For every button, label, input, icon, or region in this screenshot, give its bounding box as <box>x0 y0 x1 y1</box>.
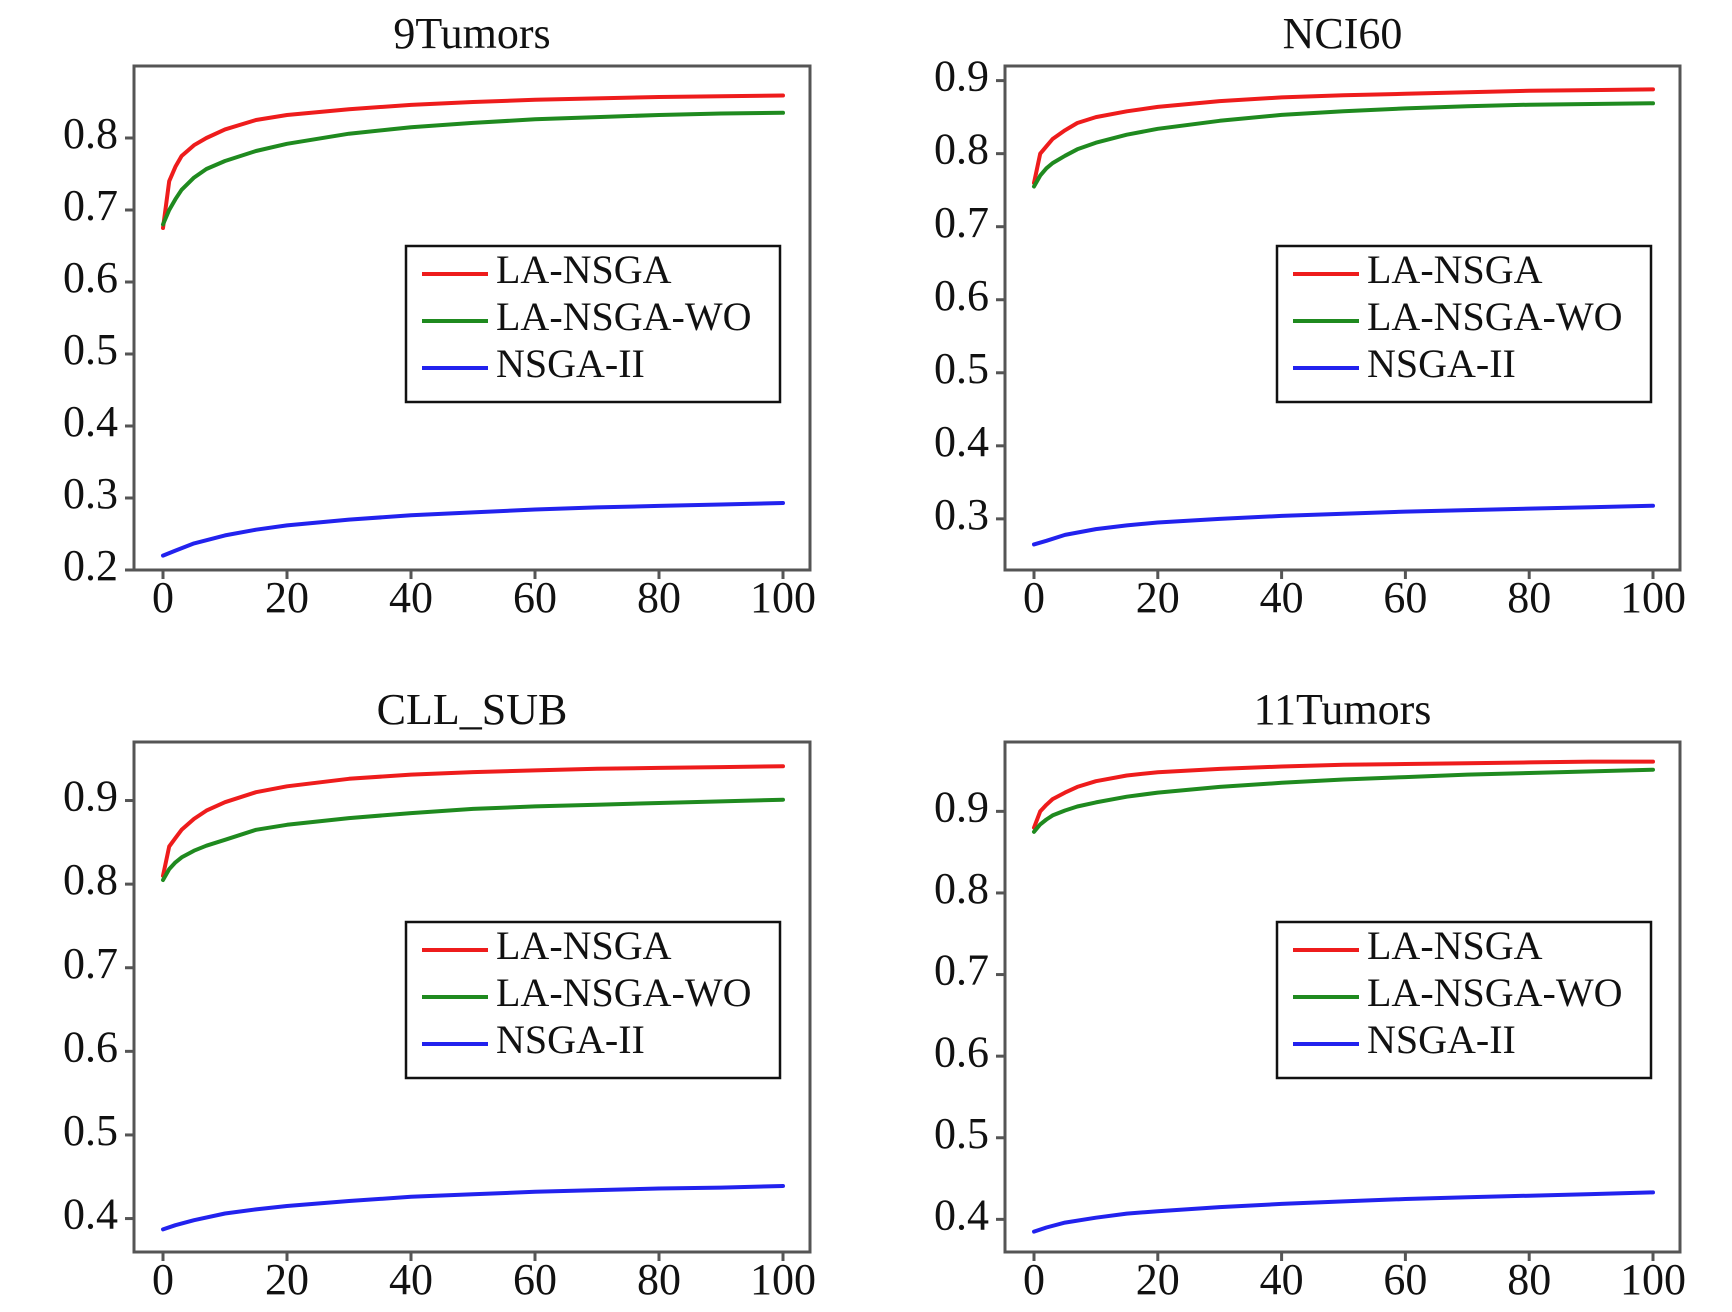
y-tick-label: 0.4 <box>934 417 989 466</box>
x-tick-label: 40 <box>1260 573 1304 622</box>
x-tick-label: 100 <box>750 1255 816 1304</box>
y-tick-label: 0.2 <box>63 541 118 590</box>
y-tick-label: 0.7 <box>934 198 989 247</box>
y-tick-label: 0.6 <box>63 253 118 302</box>
x-tick-label: 20 <box>265 1255 309 1304</box>
x-tick-label: 60 <box>513 1255 557 1304</box>
series-line-nsga-ii <box>1032 503 1655 547</box>
x-tick-label: 20 <box>1136 1255 1180 1304</box>
chart-title: CLL_SUB <box>377 685 568 734</box>
y-tick-label: 0.3 <box>934 490 989 539</box>
x-tick-label: 40 <box>1260 1255 1304 1304</box>
legend-label: NSGA-II <box>496 1017 645 1062</box>
legend-label: LA-NSGA-WO <box>496 294 752 339</box>
series-line-la-nsga-wo <box>1032 767 1655 834</box>
x-tick-label: 20 <box>265 573 309 622</box>
legend-label: NSGA-II <box>1367 1017 1516 1062</box>
legend-label: LA-NSGA <box>496 247 672 292</box>
x-tick-label: 20 <box>1136 573 1180 622</box>
y-tick-label: 0.5 <box>934 344 989 393</box>
y-tick-label: 0.8 <box>63 109 118 158</box>
y-tick-label: 0.4 <box>934 1190 989 1239</box>
chart-panel-0: 9Tumors 0 20 40 60 80 100 0.2 0.3 0.4 0.5 0.6 0.7 0.8… <box>63 9 816 622</box>
legend-label: LA-NSGA-WO <box>1367 294 1623 339</box>
x-tick-label: 0 <box>1023 1255 1045 1304</box>
series-line-la-nsga-wo <box>1032 101 1655 189</box>
y-tick-label: 0.6 <box>63 1022 118 1071</box>
x-tick-label: 80 <box>637 573 681 622</box>
x-tick-label: 60 <box>1383 1255 1427 1304</box>
y-tick-label: 0.5 <box>934 1109 989 1158</box>
chart-title: NCI60 <box>1283 9 1403 58</box>
x-tick-label: 0 <box>1023 573 1045 622</box>
legend-label: NSGA-II <box>496 341 645 386</box>
x-tick-label: 60 <box>1383 573 1427 622</box>
chart-panel-3: 11Tumors 0 20 40 60 80 100 0.4 0.5 0.6 0.7 0.8 0.9 LA… <box>934 685 1686 1304</box>
y-tick-label: 0.7 <box>934 946 989 995</box>
y-tick-label: 0.9 <box>63 772 118 821</box>
x-tick-label: 60 <box>513 573 557 622</box>
x-tick-label: 100 <box>1620 1255 1686 1304</box>
y-tick-label: 0.4 <box>63 1190 118 1239</box>
x-tick-label: 80 <box>1507 573 1551 622</box>
x-tick-label: 0 <box>152 1255 174 1304</box>
series-line-nsga-ii <box>161 501 785 558</box>
chart-panel-2: CLL_SUB 0 20 40 60 80 100 0.4 0.5 0.6 0.7 0.8 0.9 LA-… <box>63 685 816 1304</box>
y-tick-label: 0.7 <box>63 939 118 988</box>
y-tick-label: 0.6 <box>934 271 989 320</box>
series-line-la-nsga <box>161 764 785 878</box>
y-tick-label: 0.5 <box>63 325 118 374</box>
legend-label: LA-NSGA <box>1367 247 1543 292</box>
y-tick-label: 0.6 <box>934 1027 989 1076</box>
series-line-la-nsga-wo <box>161 797 785 882</box>
chart-panel-1: NCI60 0 20 40 60 80 100 0.3 0.4 0.5 0.6 0.7 0.8 0.9 LA… <box>934 9 1686 622</box>
chart-title: 9Tumors <box>393 9 550 58</box>
series-line-nsga-ii <box>161 1184 785 1232</box>
y-tick-label: 0.8 <box>934 125 989 174</box>
legend-label: LA-NSGA <box>496 923 672 968</box>
y-tick-label: 0.8 <box>934 864 989 913</box>
y-tick-label: 0.8 <box>63 855 118 904</box>
series-line-nsga-ii <box>1032 1190 1655 1234</box>
legend-label: LA-NSGA-WO <box>1367 970 1623 1015</box>
x-tick-label: 80 <box>637 1255 681 1304</box>
x-tick-label: 80 <box>1507 1255 1551 1304</box>
x-tick-label: 100 <box>750 573 816 622</box>
series-line-la-nsga <box>1032 87 1655 185</box>
legend-label: LA-NSGA <box>1367 923 1543 968</box>
x-tick-label: 100 <box>1620 573 1686 622</box>
x-tick-label: 40 <box>389 1255 433 1304</box>
series-line-la-nsga-wo <box>161 110 785 227</box>
legend-label: LA-NSGA-WO <box>496 970 752 1015</box>
y-tick-label: 0.5 <box>63 1106 118 1155</box>
y-tick-label: 0.3 <box>63 469 118 518</box>
series-line-la-nsga <box>161 93 785 230</box>
y-tick-label: 0.7 <box>63 181 118 230</box>
legend-label: NSGA-II <box>1367 341 1516 386</box>
series-line-la-nsga <box>1032 759 1655 830</box>
y-tick-label: 0.4 <box>63 397 118 446</box>
chart-title: 11Tumors <box>1254 685 1432 734</box>
x-tick-label: 40 <box>389 573 433 622</box>
x-tick-label: 0 <box>152 573 174 622</box>
y-tick-label: 0.9 <box>934 782 989 831</box>
y-tick-label: 0.9 <box>934 52 989 101</box>
